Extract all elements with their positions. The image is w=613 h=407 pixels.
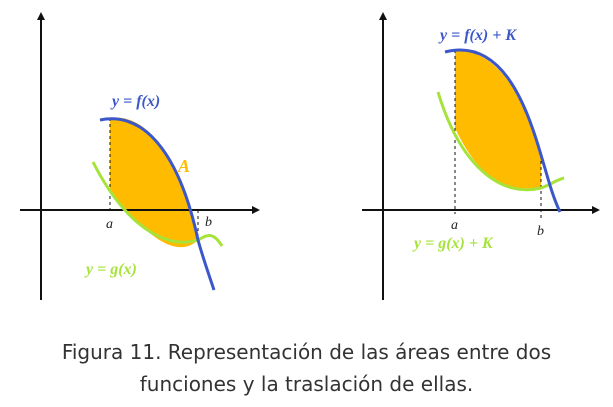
caption-line-2: funciones y la traslación de ellas.: [139, 372, 474, 396]
figure-caption: Figura 11. Representación de las áreas e…: [0, 336, 613, 400]
left-f-label: y = f(x): [110, 93, 160, 110]
right-area-region: [455, 50, 541, 190]
right-f-curve: [444, 48, 562, 213]
right-tick-b: b: [537, 224, 544, 239]
left-area-label: A: [177, 156, 190, 176]
left-tick-b: b: [205, 215, 212, 230]
left-g-label: y = g(x): [84, 261, 137, 278]
figure-diagram: a b y = f(x) y = g(x) A a b y = f(x) + K…: [20, 12, 600, 300]
right-g-curve: [436, 91, 565, 192]
left-area-region: [110, 117, 198, 248]
left-tick-a: a: [106, 217, 113, 232]
left-f-curve: [99, 117, 216, 291]
left-panel: a b y = f(x) y = g(x) A: [20, 12, 260, 300]
right-panel: a b y = f(x) + K y = g(x) + K: [362, 12, 600, 300]
left-g-curve: [91, 161, 224, 247]
right-tick-a: a: [451, 218, 458, 233]
right-f-label: y = f(x) + K: [438, 27, 517, 44]
caption-line-1: Figura 11. Representación de las áreas e…: [61, 340, 552, 364]
right-g-label: y = g(x) + K: [412, 235, 494, 252]
